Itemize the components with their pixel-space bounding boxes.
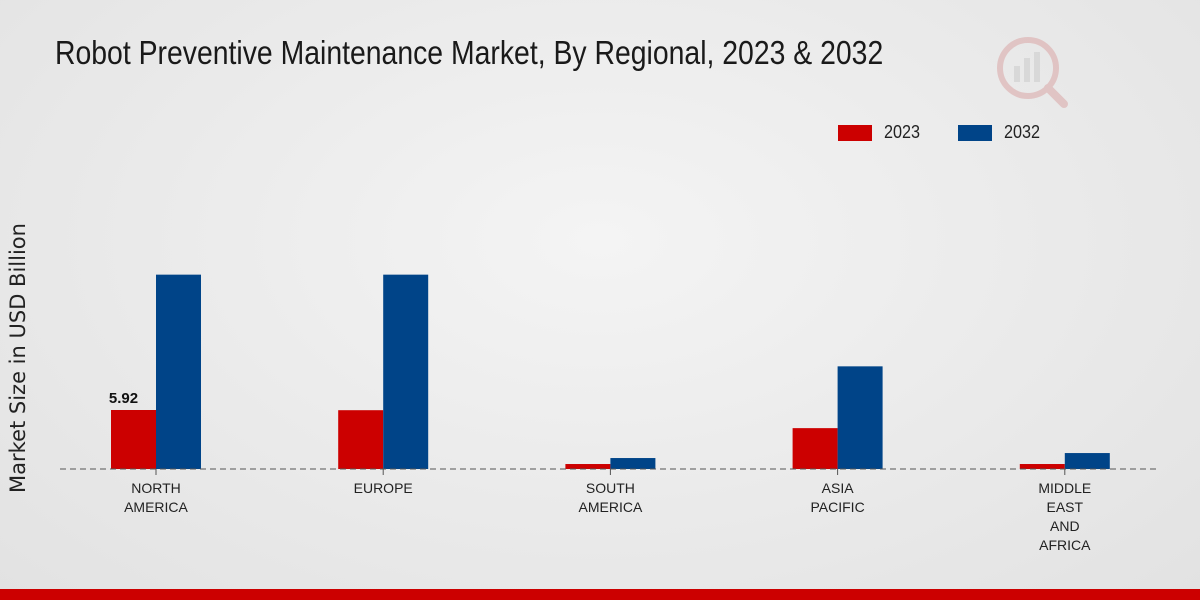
bar-2032-2 [610, 458, 656, 469]
x-tick-label-3: ASIA PACIFIC [810, 480, 864, 515]
legend-label-2032: 2032 [1004, 122, 1041, 142]
legend-item-2032: 2032 [958, 122, 1044, 143]
bar-2032-0 [156, 274, 201, 469]
legend-label-2023: 2023 [884, 122, 921, 142]
bar-2032-3 [837, 366, 883, 469]
data-label-2023-0: 5.92 [109, 390, 138, 407]
bar-2032-1 [383, 274, 429, 469]
legend: 2023 2032 [838, 122, 1078, 143]
bottom-accent-bar [0, 589, 1200, 600]
legend-swatch-2032 [958, 124, 993, 141]
x-tick-label-2: SOUTH AMERICA [579, 480, 643, 515]
x-tick-label-1: EUROPE [354, 480, 413, 496]
bar-2023-2 [565, 464, 611, 469]
x-tick-label-0: NORTH AMERICA [124, 480, 188, 515]
legend-swatch-2023 [838, 124, 872, 141]
bar-2023-4 [1019, 464, 1065, 469]
bar-2023-1 [338, 410, 384, 469]
bar-2023-3 [792, 428, 838, 469]
x-tick-label-4: MIDDLE EAST AND AFRICA [1038, 480, 1091, 553]
chart-title: Robot Preventive Maintenance Market, By … [55, 34, 884, 71]
bar-2032-4 [1064, 453, 1110, 469]
bar-2023-0 [111, 409, 156, 469]
legend-item-2023: 2023 [838, 122, 924, 143]
logo-watermark-icon [997, 37, 1068, 108]
